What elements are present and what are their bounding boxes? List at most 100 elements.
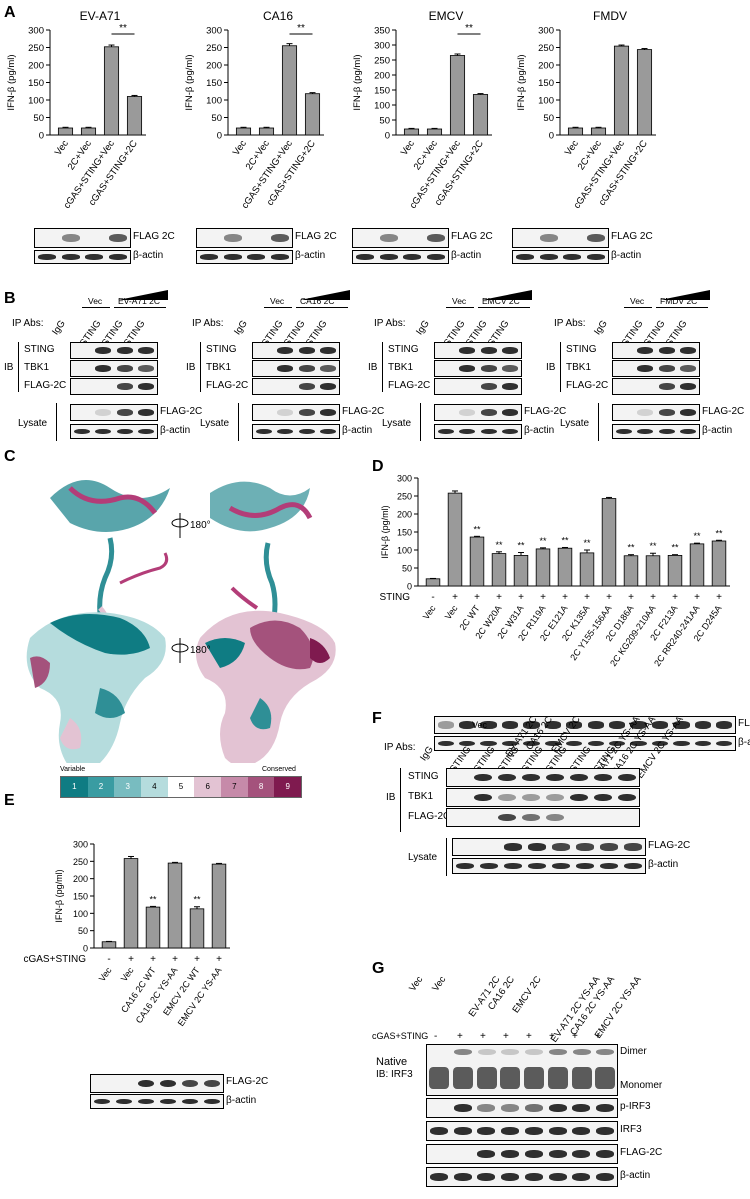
significance-star: ** [583,538,591,548]
bar [258,127,275,136]
treatment-sign: + [480,1031,486,1042]
ib-label: IB [546,362,556,373]
y-axis-label: IFN-β (pg/ml) [54,869,64,922]
treatment-sign: + [606,592,612,603]
significance-star: ** [561,535,569,545]
blot-band [503,862,523,870]
vec-underline [446,307,474,308]
scale-swatch: 4 [141,777,168,797]
blot-band [673,740,690,747]
dimer-label: Dimer [620,1046,647,1057]
blot-band [572,1127,591,1135]
blot-band [298,428,315,435]
dose-wedge-icon [300,290,350,300]
scale-swatch: 9 [274,777,302,797]
monomer-band [429,1067,449,1089]
blot-lysate-flag-2c [70,404,158,421]
blot-band [277,409,294,416]
blot-band [524,1150,543,1158]
blot-band [569,793,589,802]
blot-band [587,721,604,729]
blot-beta-actin [426,1167,618,1187]
bar [449,55,466,136]
blot-band [459,740,476,747]
category-label: Vec [53,138,71,157]
y-axis-label: IFN-β (pg/ml) [184,54,195,110]
blot-band [271,254,290,260]
row-label: β-actin [342,425,373,436]
y-tick-label: 50 [543,113,554,124]
y-tick-label: 250 [28,43,44,54]
construct-label: FMDV 2C [660,296,698,306]
blot-band [497,773,517,782]
y-tick-label: 0 [39,131,44,142]
blot-lysate-flag-2c [434,404,522,421]
blot-band [223,254,242,260]
blot-band [85,254,104,260]
row-label: STING [408,771,439,782]
blot-band [680,365,697,372]
blot-band [501,1150,520,1158]
treatment-sign: - [434,1031,438,1042]
row-label: FLAG-2C [160,406,203,417]
blot-tbk1 [252,360,340,377]
blot-band [453,1173,472,1181]
ib-bracket [400,768,401,832]
blot-label-beta-actin: β-actin [611,250,642,261]
bar [80,127,97,136]
blot-band [320,347,337,354]
y-tick-label: 300 [73,840,88,850]
chart-title: CA16 [263,9,293,23]
monomer-label: Monomer [620,1080,663,1091]
blot-irf3 [426,1121,618,1141]
blot-band [501,1104,520,1112]
category-label: Vec [97,965,114,983]
blot-band [680,428,697,435]
native-ib-label: IB: IRF3 [376,1069,413,1080]
ib-label: IB [4,362,14,373]
blot-band [298,383,315,390]
y-tick-label: 150 [206,78,222,89]
blot-sting [612,342,700,359]
blot-band [459,347,476,354]
panel-label-a: A [4,4,16,21]
y-tick-label: 250 [374,56,390,67]
bar [57,127,74,136]
ip-abs-label: IP Abs: [192,318,224,329]
monomer-band [595,1067,616,1089]
y-tick-label: 50 [379,116,390,127]
blot-band [673,721,690,729]
bar [667,555,683,587]
blot-band [138,409,155,416]
blot-flag-2c [512,228,609,248]
category-label: Vec [443,603,460,621]
blot-band [637,347,654,354]
y-tick-label: 250 [538,43,554,54]
construct-underline [478,307,530,308]
blot-flag-2c [612,378,700,395]
row-label: STING [388,344,419,355]
blot-lysate-flag-2c [252,404,340,421]
blot-band [596,1127,615,1135]
y-tick-label: 150 [374,86,390,97]
lane-label-igg: IgG [232,318,250,338]
dimer-band [477,1049,496,1055]
blot-band [545,793,565,802]
treatment-sign: + [172,954,178,965]
treatment-row-label: cGAS+STING [23,954,86,965]
blot-band [480,383,497,390]
y-tick-label: 200 [397,510,412,520]
bar [711,540,727,587]
blot-band [459,428,476,435]
panel-a-chart-1: EV-A71 0 50 100 150 200 250 300 IFN-β (pg/ml) Vec… [6,9,146,211]
row-label: TBK1 [388,362,414,373]
scale-swatch: 1 [61,777,88,797]
bar [235,127,252,136]
ip-abs-label: IP Abs: [374,318,406,329]
blot-band [37,254,56,260]
treatment-sign: + [503,1031,509,1042]
blot-band [521,793,541,802]
blot-band [479,862,499,870]
